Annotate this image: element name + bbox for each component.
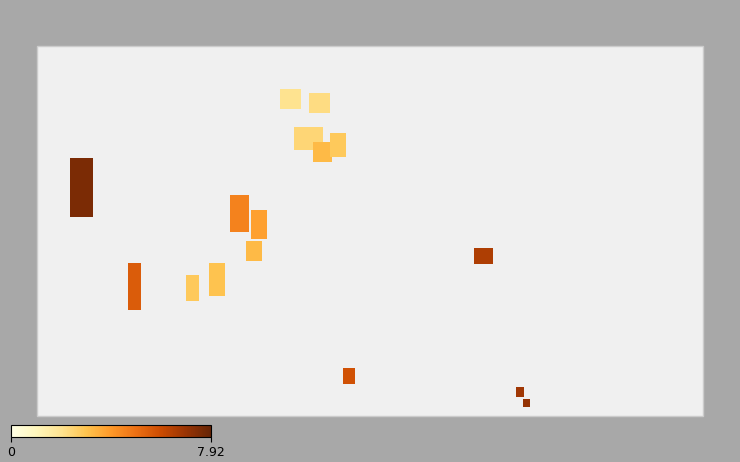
Bar [251, 210, 267, 239]
Bar [70, 158, 93, 217]
Bar [309, 93, 330, 113]
Bar [230, 195, 249, 232]
Bar [186, 274, 199, 301]
Bar [294, 127, 323, 151]
Bar [523, 399, 530, 407]
Bar [313, 142, 332, 162]
Bar [37, 46, 703, 416]
Bar [209, 263, 225, 296]
Bar [474, 248, 493, 264]
Bar [330, 134, 346, 157]
Bar [280, 89, 301, 109]
Bar [516, 387, 525, 397]
Bar [343, 368, 355, 384]
Bar [246, 241, 262, 261]
Bar [128, 263, 141, 310]
